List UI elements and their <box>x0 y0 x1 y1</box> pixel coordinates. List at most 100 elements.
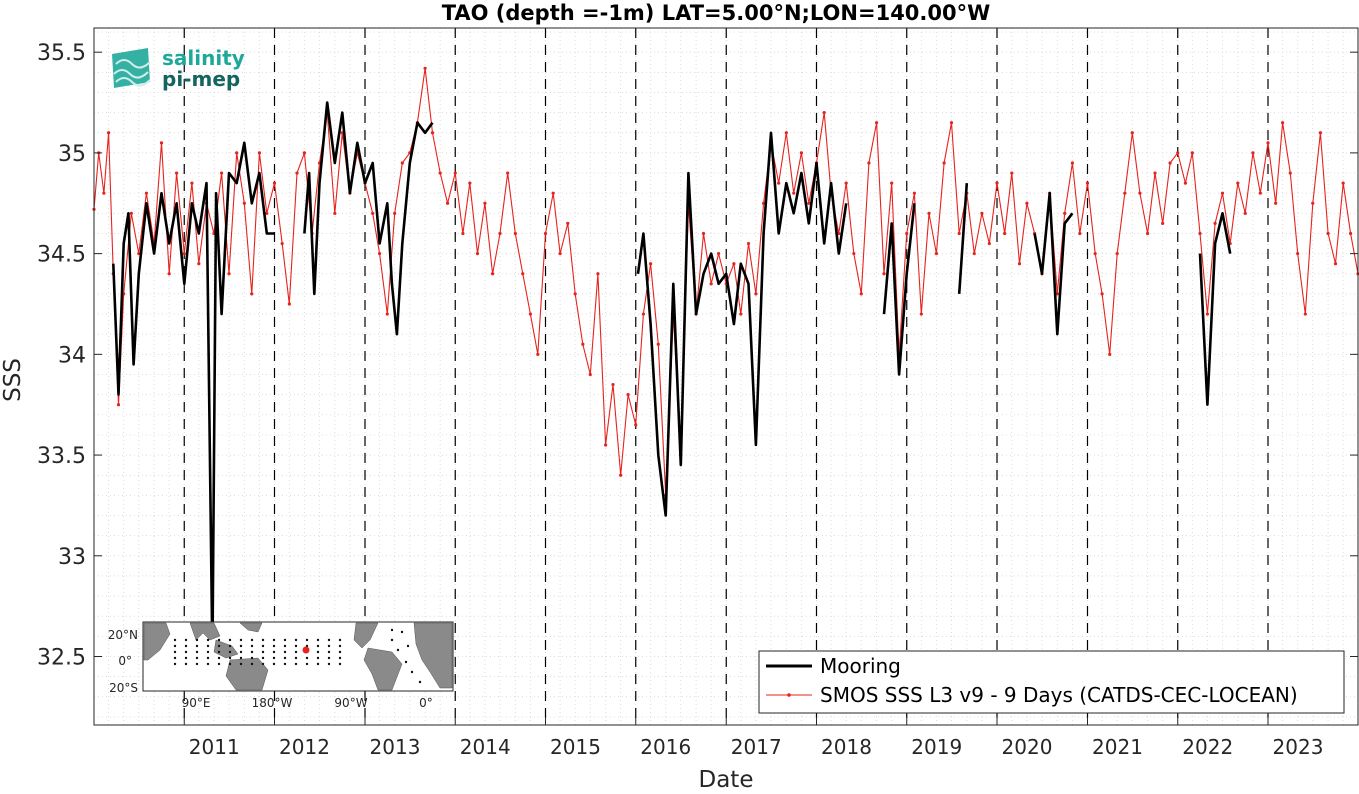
inset-buoy <box>206 656 210 660</box>
smos-point <box>995 181 999 185</box>
inset-buoy <box>228 644 232 648</box>
smos-point <box>1280 121 1285 125</box>
smos-point <box>483 201 487 205</box>
smos-point <box>799 151 804 155</box>
inset-buoy <box>217 644 221 648</box>
inset-label-20n: 20°N <box>108 628 138 642</box>
smos-point <box>102 191 106 195</box>
inset-buoy <box>250 650 254 654</box>
smos-point <box>1183 181 1188 185</box>
x-tick-label: 2013 <box>370 735 421 759</box>
inset-buoy <box>327 644 331 648</box>
smos-point <box>761 201 766 205</box>
inset-buoy <box>184 638 188 642</box>
logo-text-pimep: pi-mep <box>162 67 240 91</box>
inset-buoy <box>338 656 342 660</box>
legend-swatch-smos-marker <box>787 693 791 697</box>
smos-point <box>1108 352 1112 356</box>
inset-buoy <box>217 656 221 660</box>
smos-point <box>475 252 480 256</box>
smos-point <box>333 211 337 215</box>
plot-area: 2011 2012 2013 2014 2015 2016 2017 2018 2019 2020… <box>37 27 1359 759</box>
smos-point <box>1311 201 1315 205</box>
smos-point <box>490 272 495 276</box>
inset-buoy <box>272 656 276 660</box>
legend-box <box>758 650 1345 714</box>
inset-buoy <box>316 656 320 660</box>
smos-point <box>1063 211 1067 215</box>
smos-point <box>1130 131 1134 135</box>
inset-buoy <box>261 644 265 648</box>
smos-point <box>257 151 262 155</box>
inset-buoy <box>217 662 221 666</box>
smos-point <box>159 141 164 145</box>
inset-buoy <box>294 644 298 648</box>
smos-point <box>912 191 917 195</box>
inset-buoy <box>283 650 287 654</box>
smos-point <box>619 473 623 477</box>
smos-point <box>1258 191 1262 195</box>
smos-point <box>385 312 389 316</box>
inset-buoy <box>228 656 232 660</box>
smos-point <box>648 262 653 266</box>
smos-point <box>754 292 758 296</box>
smos-point <box>1243 211 1247 215</box>
inset-buoy <box>261 650 265 654</box>
inset-buoy <box>305 662 309 666</box>
inset-buoy <box>272 650 276 654</box>
smos-point <box>1123 191 1127 195</box>
smos-point <box>438 171 442 175</box>
smos-point <box>371 211 375 215</box>
inset-buoy <box>206 650 210 654</box>
smos-point <box>287 302 291 306</box>
inset-buoy <box>316 644 320 648</box>
inset-buoy <box>206 638 210 642</box>
inset-buoy <box>327 638 331 642</box>
inset-buoy <box>228 650 232 654</box>
smos-point <box>551 191 555 195</box>
inset-buoy <box>173 650 177 654</box>
x-tick-label: 2016 <box>640 735 691 759</box>
inset-buoy <box>327 656 331 660</box>
inset-buoy <box>338 638 342 642</box>
mooring-line <box>957 183 969 294</box>
inset-buoy <box>396 648 400 652</box>
year-marker-lines <box>183 28 1269 725</box>
legend-label-mooring: Mooring <box>820 654 901 678</box>
smos-point <box>1205 312 1210 316</box>
smos-point <box>1274 201 1278 205</box>
smos-point <box>1138 191 1142 195</box>
inset-buoy <box>294 662 298 666</box>
smos-point <box>1010 171 1014 175</box>
y-tick-label: 33 <box>58 545 86 570</box>
smos-point <box>792 191 796 195</box>
smos-point <box>1266 141 1270 145</box>
smos-point <box>1236 181 1240 185</box>
salinity-pimep-logo: salinity pi-mep <box>112 46 245 91</box>
smos-point <box>732 262 736 266</box>
inset-buoy <box>305 638 309 642</box>
smos-point <box>1318 131 1323 135</box>
smos-point <box>890 181 894 185</box>
smos-point <box>513 231 517 236</box>
x-tick-label: 2019 <box>911 735 962 759</box>
inset-buoy <box>261 662 265 666</box>
smos-point <box>573 292 577 296</box>
x-axis-ticks: 2011 2012 2013 2014 2015 2016 2017 2018 2019 2020… <box>183 717 1323 759</box>
smos-point <box>777 181 781 185</box>
smos-point <box>588 372 592 377</box>
smos-point <box>144 191 149 195</box>
smos-point <box>905 231 909 236</box>
smos-point <box>167 272 171 276</box>
smos-point <box>558 252 562 256</box>
smos-point <box>859 292 863 296</box>
logo-text-salinity: salinity <box>162 46 245 70</box>
inset-buoy <box>173 638 177 642</box>
smos-point <box>957 231 961 236</box>
smos-point <box>1198 231 1202 236</box>
smos-point <box>521 272 525 276</box>
smos-point <box>1296 252 1300 256</box>
inset-buoy <box>338 644 342 648</box>
smos-point <box>852 252 856 256</box>
